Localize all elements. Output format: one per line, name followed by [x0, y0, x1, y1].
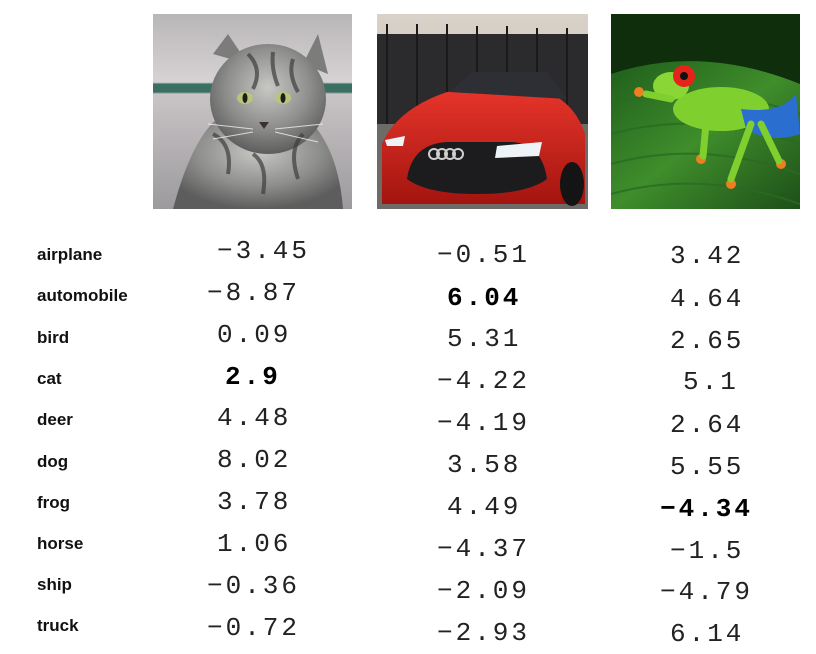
- car-score-automobile: 6.04: [447, 283, 522, 313]
- frog-score-deer: 2.64: [670, 410, 745, 440]
- class-label-bird: bird: [37, 328, 70, 347]
- frog-score-frog: −4.34: [660, 494, 754, 524]
- cat-score-ship: −0.36: [207, 571, 301, 601]
- class-label-automobile: automobile: [37, 286, 128, 305]
- frog-score-dog: 5.55: [670, 452, 745, 482]
- frog-score-airplane: 3.42: [670, 241, 745, 271]
- cat-score-horse: 1.06: [217, 529, 292, 559]
- class-label-dog: dog: [37, 452, 69, 471]
- class-label-airplane: airplane: [37, 245, 103, 264]
- frog-image: [611, 14, 800, 209]
- frog-score-ship: −4.79: [660, 577, 754, 607]
- cat-score-deer: 4.48: [217, 403, 292, 433]
- car-score-ship: −2.09: [437, 576, 531, 606]
- class-label-frog: frog: [37, 493, 71, 512]
- frog-score-horse: −1.5: [670, 536, 745, 566]
- cat-score-automobile: −8.87: [207, 278, 301, 308]
- cat-score-frog: 3.78: [217, 487, 292, 517]
- frog-score-bird: 2.65: [670, 326, 745, 356]
- car-score-airplane: −0.51: [437, 240, 531, 270]
- car-photo-icon: [377, 14, 588, 209]
- car-score-truck: −2.93: [437, 618, 531, 648]
- car-score-bird: 5.31: [447, 324, 522, 354]
- car-score-deer: −4.19: [437, 408, 531, 438]
- cat-score-bird: 0.09: [217, 320, 292, 350]
- class-label-ship: ship: [37, 575, 72, 594]
- car-score-horse: −4.37: [437, 534, 531, 564]
- class-label-truck: truck: [37, 616, 79, 635]
- cat-score-cat: 2.9: [225, 362, 281, 392]
- class-label-deer: deer: [37, 410, 73, 429]
- class-label-cat: cat: [37, 369, 62, 388]
- car-score-cat: −4.22: [437, 366, 531, 396]
- car-score-frog: 4.49: [447, 492, 522, 522]
- class-label-horse: horse: [37, 534, 84, 553]
- cat-score-airplane: −3.45: [217, 236, 311, 266]
- cat-score-truck: −0.72: [207, 613, 301, 643]
- frog-score-automobile: 4.64: [670, 284, 745, 314]
- frog-photo-icon: [611, 14, 800, 209]
- car-image: [377, 14, 588, 209]
- cat-image: [153, 14, 352, 209]
- cat-score-dog: 8.02: [217, 445, 292, 475]
- frog-score-cat: 5.1: [683, 367, 739, 397]
- frog-score-truck: 6.14: [670, 619, 745, 649]
- car-score-dog: 3.58: [447, 450, 522, 480]
- cat-photo-icon: [153, 14, 352, 209]
